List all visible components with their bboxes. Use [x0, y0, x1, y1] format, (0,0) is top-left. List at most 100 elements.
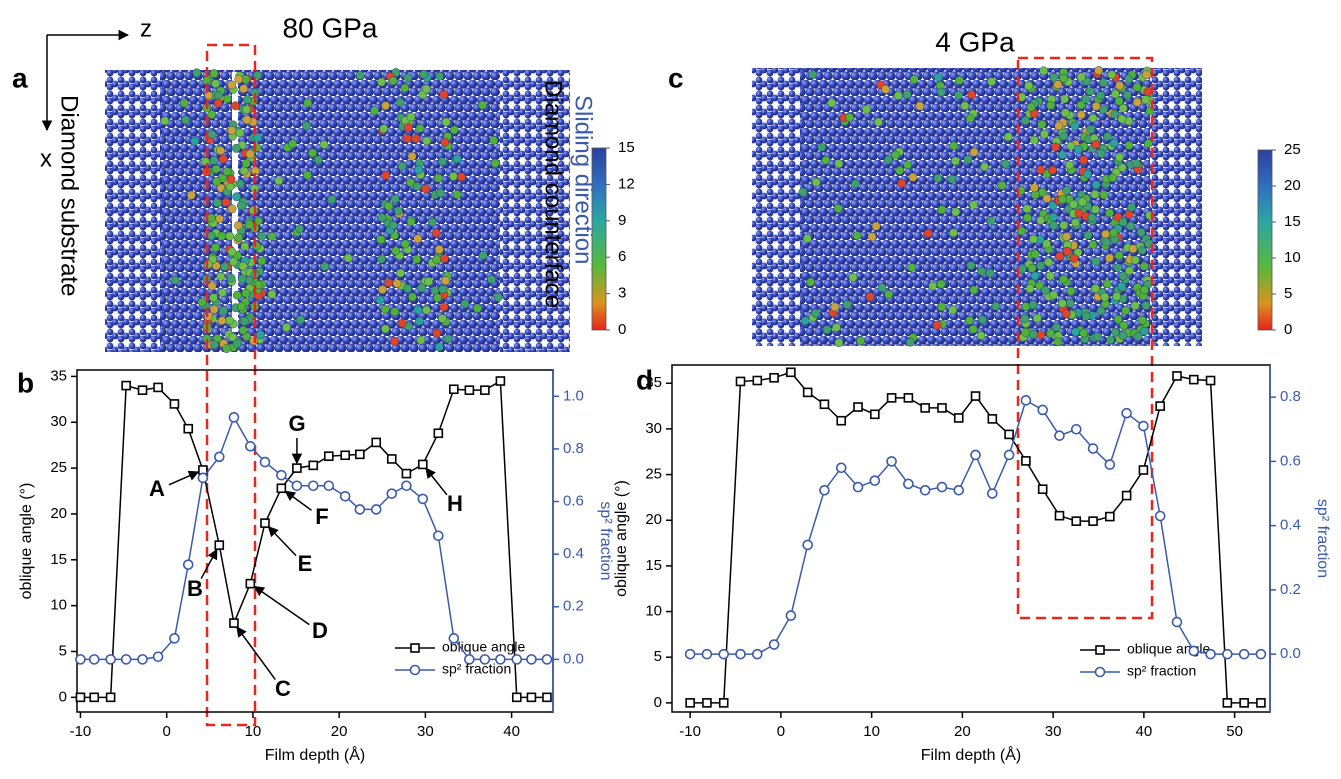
x-tick-label: 50 — [1226, 723, 1243, 740]
marker — [819, 485, 830, 496]
atom — [1086, 124, 1095, 134]
atom — [1060, 94, 1070, 104]
atom — [1096, 306, 1106, 316]
atom — [1090, 284, 1100, 293]
marker — [870, 409, 880, 420]
atom — [319, 140, 329, 149]
atom — [160, 116, 170, 126]
atom — [232, 290, 242, 300]
colorbar-label: 15 — [1284, 213, 1301, 230]
x-tick-label: 40 — [1136, 723, 1153, 740]
marker — [386, 454, 397, 464]
marker — [1121, 407, 1132, 419]
y2-tick-label: 0.2 — [563, 598, 584, 615]
marker — [214, 540, 225, 550]
diamond-lattice — [500, 70, 570, 352]
marker — [433, 428, 444, 439]
atom — [1053, 80, 1063, 89]
atom — [257, 232, 267, 241]
marker — [495, 654, 506, 665]
atom — [206, 231, 216, 241]
marker — [464, 385, 475, 395]
annotation-arrow — [267, 525, 297, 557]
marker — [340, 450, 350, 461]
y2-tick-label: 0.6 — [563, 493, 584, 510]
marker — [1222, 648, 1233, 660]
atom — [1130, 301, 1140, 311]
marker — [121, 380, 131, 391]
atom — [452, 154, 462, 164]
atom — [343, 253, 353, 263]
atom — [209, 340, 219, 350]
y2-axis-label: sp² fraction — [597, 501, 614, 580]
marker — [1188, 374, 1199, 385]
marker — [953, 485, 965, 496]
atom — [295, 315, 305, 325]
marker — [105, 654, 116, 665]
atom — [1057, 299, 1067, 308]
marker — [495, 376, 506, 386]
atom — [438, 284, 448, 294]
y2-tick-label: 1.0 — [563, 387, 584, 404]
atom — [211, 243, 220, 252]
atom — [908, 172, 918, 182]
atom — [234, 233, 244, 242]
atom — [821, 155, 831, 165]
atom — [1117, 281, 1127, 291]
atom — [435, 71, 444, 81]
atom — [897, 178, 907, 188]
atom — [412, 182, 422, 191]
marker — [370, 504, 382, 515]
atom — [414, 316, 424, 326]
atom — [282, 322, 291, 332]
marker — [1205, 375, 1216, 386]
atom — [206, 213, 216, 223]
y-axis-label: oblique angle (°) — [18, 483, 35, 600]
atom — [1062, 246, 1072, 256]
y-tick-label: 15 — [645, 557, 662, 574]
atom — [1021, 116, 1030, 125]
atom — [1058, 195, 1067, 204]
atom — [830, 302, 840, 312]
atom — [434, 244, 444, 254]
marker — [718, 648, 730, 660]
atom — [1069, 254, 1079, 263]
marker — [684, 648, 696, 660]
atom — [1046, 329, 1055, 338]
marker — [802, 387, 813, 398]
atom — [1107, 70, 1117, 80]
atom — [377, 254, 386, 264]
atom — [893, 91, 903, 100]
atom — [190, 136, 200, 146]
marker — [1138, 420, 1149, 432]
atom — [842, 300, 852, 309]
atom — [222, 94, 232, 104]
atom — [432, 328, 442, 338]
atom — [238, 325, 248, 335]
atom — [397, 161, 407, 171]
atom — [834, 338, 844, 348]
atom — [422, 136, 432, 146]
marker — [835, 462, 847, 474]
atom — [980, 162, 989, 172]
marker — [526, 654, 537, 665]
atom — [227, 126, 237, 135]
atom — [439, 302, 449, 312]
atom — [170, 275, 180, 285]
atom — [234, 74, 244, 84]
atom — [376, 235, 386, 245]
atom — [1083, 230, 1093, 240]
atom — [1126, 221, 1136, 231]
atom — [902, 90, 912, 99]
atom — [213, 98, 223, 108]
atom — [950, 156, 960, 166]
marker — [1003, 449, 1015, 461]
atom — [1035, 281, 1044, 291]
atom — [1118, 331, 1128, 341]
atom — [439, 90, 449, 99]
atom — [1127, 202, 1136, 212]
marker — [89, 692, 100, 703]
atom — [226, 273, 236, 283]
atom — [963, 155, 973, 164]
x-axis-label: Film depth (Å) — [265, 745, 365, 764]
